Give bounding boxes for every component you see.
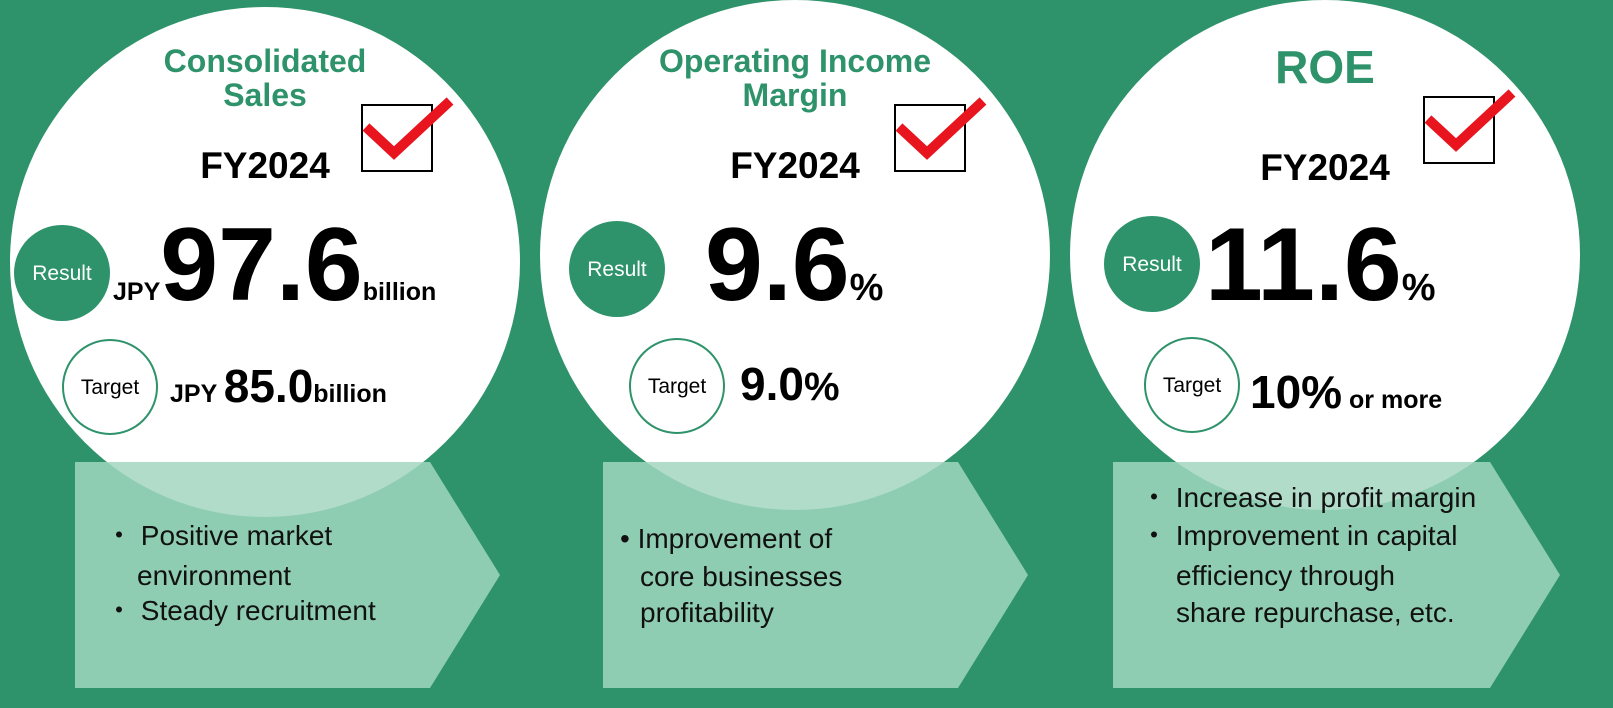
target-label: Target [1163,374,1222,397]
result-number: 9.6 [705,207,850,323]
bullet-line: ・ Increase in profit margin [1140,482,1476,513]
result-prefix: JPY [113,278,161,306]
bullet-line: • Improvement of [620,523,832,554]
result-unit: % [1402,267,1436,309]
arrow-box [603,462,1028,688]
target-number: 10% [1250,366,1342,418]
target-number: 85.0 [224,360,314,412]
target-badge [1144,337,1240,433]
bullet-line: efficiency through [1176,560,1395,591]
target-value: JPY 85.0billion [170,360,387,412]
fiscal-year: FY2024 [730,145,860,186]
target-label: Target [81,376,140,399]
result-unit: % [850,267,884,309]
target-number: 9.0 [740,358,804,410]
checkmark [362,97,454,160]
checkmark [1424,89,1516,152]
bullet-line: profitability [640,597,774,628]
result-label: Result [1122,253,1182,276]
result-unit: billion [363,278,437,306]
bullet-line: ・ Positive market [105,520,332,551]
target-unit: billion [313,380,387,408]
target-value: 10% or more [1250,366,1442,418]
result-label: Result [32,262,92,285]
panel-title: Operating Income [659,43,931,79]
result-label: Result [587,258,647,281]
kpi-panel: ConsolidatedSalesFY2024ResultJPY97.6bill… [10,7,520,688]
result-badge [1104,216,1200,312]
panel-title: Margin [743,77,848,113]
fiscal-year: FY2024 [200,145,330,186]
panel-title: Sales [223,77,307,113]
bullet-line: ・ Improvement in capital [1140,520,1457,551]
result-number: 11.6 [1205,207,1402,323]
target-unit: % [804,365,840,409]
target-badge [629,338,725,434]
result-value: JPY97.6billion [113,207,436,323]
result-value: 11.6% [1205,207,1435,323]
arrow-box [75,462,500,688]
bullet-line: ・ Steady recruitment [105,595,376,626]
result-badge [569,221,665,317]
kpi-panel: ROE FY2024 Result 11.6% Target 10% or more ・ I… [1070,0,1580,688]
panel-title: ROE [1275,41,1375,93]
target-value: 9.0% [740,358,840,410]
target-label: Target [648,375,707,398]
target-unit: or more [1342,386,1442,414]
checkmark [895,97,987,160]
bullet-line: core businesses [640,561,842,592]
panel-title: Consolidated [164,43,367,79]
fiscal-year: FY2024 [1260,147,1390,188]
target-badge [62,339,158,435]
result-number: 97.6 [160,207,362,323]
arrow-box [1113,462,1560,688]
target-prefix: JPY [170,380,224,408]
result-value: 9.6% [705,207,883,323]
bullet-line: share repurchase, etc. [1176,597,1455,628]
bullet-line: environment [137,560,291,591]
result-badge [14,225,110,321]
